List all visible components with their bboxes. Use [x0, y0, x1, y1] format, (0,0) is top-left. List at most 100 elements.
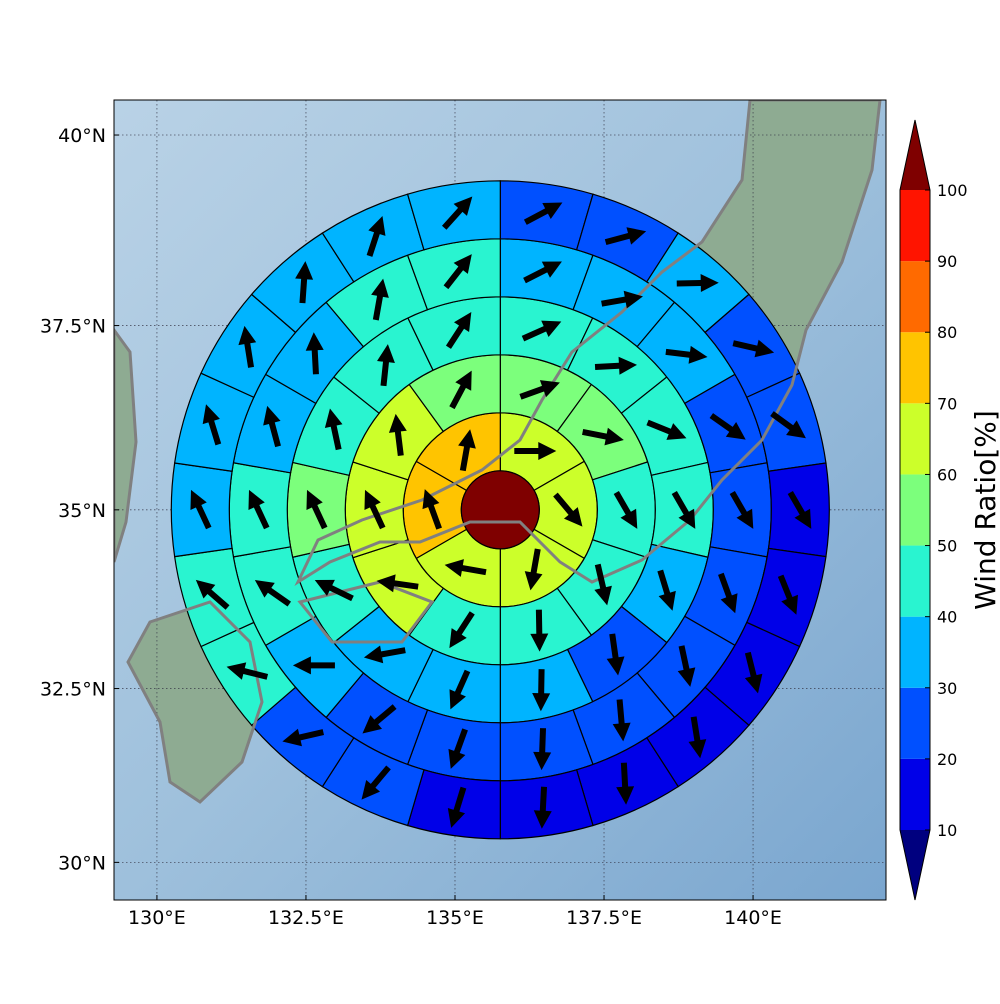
wind-arrow — [295, 261, 314, 304]
colorbar-label: Wind Ratio[%] — [969, 410, 1000, 610]
y-tick-label: 35°N — [58, 500, 106, 522]
colorbar-tick-label: 40 — [937, 608, 957, 627]
y-tick-label: 30°N — [58, 852, 106, 874]
wind-arrow — [195, 579, 230, 610]
wind-arrow — [282, 728, 325, 747]
wind-arrow — [770, 411, 806, 439]
colorbar-tick-label: 80 — [937, 323, 957, 342]
colorbar-segment — [900, 190, 930, 262]
colorbar: 10 20 30 40 50 60 70 80 90 100 — [899, 119, 968, 901]
wind-arrow — [732, 339, 775, 358]
wind-arrow — [458, 429, 476, 472]
colorbar-segment — [900, 403, 930, 475]
colorbar-segment — [900, 687, 930, 759]
wind-arrow — [553, 492, 583, 527]
wind-arrow — [444, 559, 487, 577]
wind-arrow — [594, 356, 637, 375]
wind-arrow — [314, 579, 354, 602]
wind-arrow — [523, 261, 562, 284]
wind-arrow — [677, 645, 696, 687]
wind-arrow — [248, 489, 270, 530]
wind-arrow — [190, 489, 212, 530]
wind-arrow — [422, 489, 442, 530]
colorbar-tick-label: 100 — [937, 181, 968, 200]
x-tick-label: 130°E — [128, 907, 186, 929]
wind-arrow — [613, 491, 638, 529]
wind-arrow — [447, 786, 467, 828]
center-cell — [460, 470, 540, 550]
wind-arrow — [448, 728, 468, 769]
wind-arrow — [324, 408, 343, 451]
wind-arrow — [524, 548, 543, 591]
wind-arrow — [718, 572, 738, 614]
wind-arrow — [601, 290, 643, 309]
colorbar-segment — [900, 616, 930, 688]
colorbar-under — [900, 830, 930, 900]
wind-arrow — [371, 278, 389, 321]
wind-arrow — [533, 786, 552, 829]
wind-arrow — [709, 413, 746, 440]
colorbar-over — [900, 120, 930, 190]
wind-arrow — [449, 611, 475, 649]
wind-arrow — [606, 633, 625, 676]
wind-arrow — [305, 332, 324, 375]
colorbar-tick-label: 20 — [937, 750, 957, 769]
wind-arrow — [519, 380, 560, 400]
wind-arrow — [388, 413, 407, 456]
wind-arrow — [787, 491, 812, 529]
wind-arrow — [377, 344, 395, 387]
wind-arrow — [523, 202, 563, 225]
wind-arrow — [594, 563, 612, 606]
wind-arrow — [376, 574, 419, 593]
wind-arrow — [533, 728, 552, 771]
x-tick-label: 135°E — [426, 907, 484, 929]
colorbar-tick-label: 30 — [937, 679, 957, 698]
wind-arrow — [676, 274, 719, 293]
x-tick-label: 137.5°E — [566, 907, 642, 929]
wind-arrow — [366, 216, 386, 257]
wind-arrow — [521, 320, 562, 342]
wind-arrow — [532, 669, 551, 712]
wind-arrow — [582, 427, 624, 446]
colorbar-segment — [900, 332, 930, 404]
wind-arrow — [777, 574, 798, 615]
wind-arrow — [688, 716, 707, 759]
y-tick-label: 32.5°N — [40, 679, 106, 701]
wind-arrow — [226, 662, 269, 680]
arrows — [190, 196, 812, 829]
wind-arrow — [665, 345, 708, 364]
wind-arrow — [292, 656, 335, 675]
wind-arrow — [671, 491, 696, 529]
wind-arrow — [449, 370, 472, 410]
wind-arrow — [238, 325, 257, 368]
wind-arrow — [443, 254, 472, 290]
colorbar-tick-label: 60 — [937, 465, 957, 484]
wind-arrow — [445, 311, 472, 349]
colorbar-segment — [900, 545, 930, 617]
colorbar-segment — [900, 261, 930, 333]
wind-arrow — [514, 441, 557, 460]
colorbar-segment — [900, 758, 930, 830]
wind-arrow — [364, 489, 386, 530]
wind-arrow — [449, 669, 471, 710]
colorbar-tick-label: 50 — [937, 537, 957, 556]
y-tick-label: 40°N — [58, 125, 106, 147]
map — [114, 100, 886, 900]
wind-arrow — [306, 489, 328, 530]
wind-arrow — [657, 569, 676, 611]
y-tick-label: 37.5°N — [40, 316, 106, 338]
wind-arrow — [530, 609, 549, 652]
wind-arrow — [646, 419, 687, 440]
ring-cell — [499, 769, 594, 840]
wind-arrow — [263, 405, 281, 448]
wind-arrow — [441, 196, 473, 230]
x-tick-label: 132.5°E — [268, 907, 344, 929]
x-tick-label: 140°E — [724, 907, 782, 929]
plot-frame — [113, 99, 887, 901]
axis-ticks: 130°E 132.5°E 135°E 137.5°E 140°E 30°N 32.5°N 3… — [40, 125, 782, 929]
wind-arrow — [612, 699, 631, 742]
wind-arrow — [604, 227, 647, 246]
colorbar-tick-label: 10 — [937, 821, 957, 840]
wind-arrow — [744, 651, 763, 694]
wind-arrow — [362, 704, 397, 734]
